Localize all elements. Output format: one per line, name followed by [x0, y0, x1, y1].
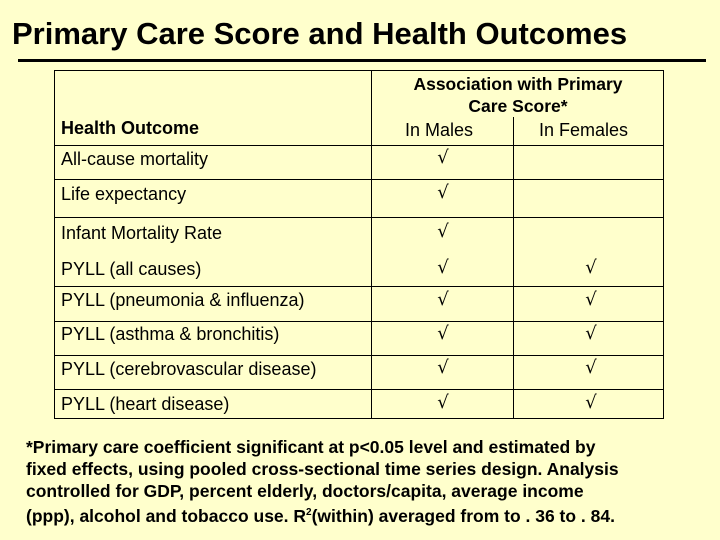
association-header-line1: Association with Primary	[413, 74, 623, 94]
outcome-cell: PYLL (pneumonia & influenza)	[61, 290, 305, 310]
males-check: √	[437, 323, 449, 344]
outcome-cell: All-cause mortality	[61, 149, 209, 169]
footnote: *Primary care coefficient significant at…	[26, 436, 716, 527]
males-check: √	[437, 221, 449, 242]
health-outcome-header: Health Outcome	[61, 118, 200, 138]
footnote-line4-end: (within) averaged from to . 36 to . 84.	[311, 506, 615, 526]
males-check: √	[437, 357, 449, 378]
females-check: √	[585, 257, 597, 278]
association-header: Association with Primary Care Score*	[373, 73, 663, 117]
outcome-cell: Life expectancy	[61, 184, 187, 204]
males-check: √	[437, 289, 449, 310]
males-header: In Males	[405, 120, 474, 140]
males-check: √	[437, 392, 449, 413]
row-divider	[55, 286, 663, 287]
females-check: √	[585, 289, 597, 310]
footnote-line: *Primary care coefficient significant at…	[26, 437, 596, 457]
outcome-cell: Infant Mortality Rate	[61, 223, 223, 243]
slide-title: Primary Care Score and Health Outcomes	[12, 16, 628, 51]
divider-outcome-col	[371, 71, 372, 418]
divider-sex-col	[513, 117, 514, 418]
outcomes-table: Association with Primary Care Score* Hea…	[54, 70, 664, 419]
outcome-cell: PYLL (asthma & bronchitis)	[61, 324, 280, 344]
row-divider	[55, 355, 663, 356]
r-squared-superscript: 2	[306, 507, 312, 518]
outcome-cell: PYLL (cerebrovascular disease)	[61, 359, 317, 379]
row-divider	[55, 321, 663, 322]
males-check: √	[437, 147, 449, 168]
title-underline	[18, 59, 706, 62]
footnote-line: controlled for GDP, percent elderly, doc…	[26, 481, 584, 501]
females-check: √	[585, 357, 597, 378]
footnote-line: (ppp), alcohol and tobacco use. R2(withi…	[26, 502, 716, 527]
outcome-cell: PYLL (all causes)	[61, 259, 202, 279]
females-check: √	[585, 323, 597, 344]
males-check: √	[437, 257, 449, 278]
males-check: √	[437, 182, 449, 203]
association-header-line2: Care Score*	[468, 96, 568, 116]
row-divider	[55, 217, 663, 218]
row-divider	[55, 389, 663, 390]
footnote-line4-start: (ppp), alcohol and tobacco use. R	[26, 506, 307, 526]
outcome-cell: PYLL (heart disease)	[61, 394, 230, 414]
footnote-line: fixed effects, using pooled cross-sectio…	[26, 459, 619, 479]
row-divider	[55, 179, 663, 180]
females-check: √	[585, 392, 597, 413]
females-header: In Females	[539, 120, 629, 140]
row-divider	[55, 145, 663, 146]
